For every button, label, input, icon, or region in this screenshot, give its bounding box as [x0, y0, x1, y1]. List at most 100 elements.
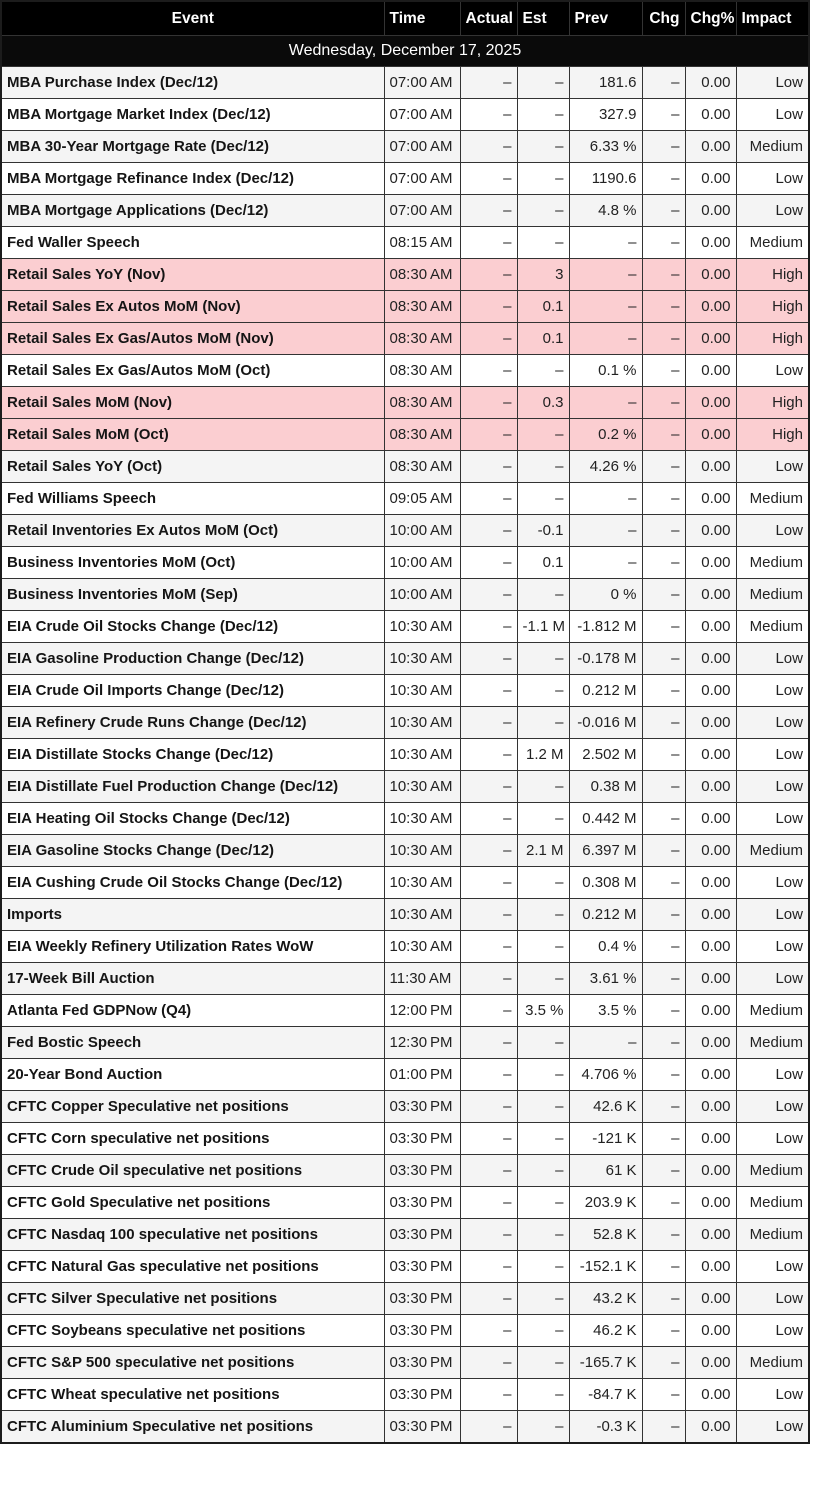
est-cell: 0.3 [516, 386, 570, 419]
actual-cell: – [459, 1314, 518, 1347]
chg-cell: – [641, 802, 686, 835]
est-cell: – [516, 1314, 570, 1347]
impact-cell: Medium [735, 1186, 810, 1219]
chg-pct-cell: 0.00 [684, 866, 737, 899]
prev-cell: -152.1 K [568, 1250, 643, 1283]
impact-cell: Low [735, 450, 810, 483]
chg-pct-cell: 0.00 [684, 1026, 737, 1059]
event-cell: MBA 30-Year Mortgage Rate (Dec/12) [0, 130, 385, 163]
impact-cell: Medium [735, 578, 810, 611]
est-cell: – [516, 226, 570, 259]
chg-pct-cell: 0.00 [684, 322, 737, 355]
prev-cell: 181.6 [568, 66, 643, 99]
chg-cell: – [641, 1058, 686, 1091]
actual-cell: – [459, 706, 518, 739]
prev-cell: 3.61 % [568, 962, 643, 995]
prev-cell: 3.5 % [568, 994, 643, 1027]
table-row: EIA Heating Oil Stocks Change (Dec/12) 1… [0, 802, 810, 835]
actual-cell: – [459, 130, 518, 163]
impact-cell: High [735, 322, 810, 355]
prev-cell: 6.33 % [568, 130, 643, 163]
event-cell: MBA Purchase Index (Dec/12) [0, 66, 385, 99]
time-cell: 07:00 AM [383, 66, 461, 99]
prev-cell: -84.7 K [568, 1378, 643, 1411]
chg-cell: – [641, 578, 686, 611]
chg-cell: – [641, 98, 686, 131]
table-row: CFTC Copper Speculative net positions 03… [0, 1090, 810, 1123]
prev-cell: -165.7 K [568, 1346, 643, 1379]
actual-cell: – [459, 482, 518, 515]
table-row: EIA Gasoline Stocks Change (Dec/12) 10:3… [0, 834, 810, 867]
time-cell: 01:00 PM [383, 1058, 461, 1091]
chg-pct-cell: 0.00 [684, 1186, 737, 1219]
impact-cell: Low [735, 898, 810, 931]
chg-cell: – [641, 898, 686, 931]
time-cell: 08:30 AM [383, 290, 461, 323]
chg-pct-cell: 0.00 [684, 1346, 737, 1379]
chg-cell: – [641, 1154, 686, 1187]
event-cell: EIA Crude Oil Imports Change (Dec/12) [0, 674, 385, 707]
table-row: Retail Sales YoY (Nov) 08:30 AM – 3 – – … [0, 258, 810, 291]
impact-cell: Medium [735, 1346, 810, 1379]
chg-cell: – [641, 1250, 686, 1283]
table-row: EIA Distillate Fuel Production Change (D… [0, 770, 810, 803]
event-cell: Fed Waller Speech [0, 226, 385, 259]
impact-cell: High [735, 290, 810, 323]
event-cell: EIA Weekly Refinery Utilization Rates Wo… [0, 930, 385, 963]
est-cell: – [516, 162, 570, 195]
est-cell: – [516, 706, 570, 739]
column-header-est: Est [516, 0, 570, 36]
impact-cell: Low [735, 642, 810, 675]
impact-cell: Low [735, 802, 810, 835]
event-cell: Retail Sales Ex Gas/Autos MoM (Oct) [0, 354, 385, 387]
chg-cell: – [641, 930, 686, 963]
table-row: MBA 30-Year Mortgage Rate (Dec/12) 07:00… [0, 130, 810, 163]
time-cell: 08:30 AM [383, 354, 461, 387]
prev-cell: 0.212 M [568, 898, 643, 931]
prev-cell: 0.2 % [568, 418, 643, 451]
est-cell: – [516, 962, 570, 995]
prev-cell: 1190.6 [568, 162, 643, 195]
table-row: Retail Inventories Ex Autos MoM (Oct) 10… [0, 514, 810, 547]
chg-cell: – [641, 1090, 686, 1123]
time-cell: 08:30 AM [383, 322, 461, 355]
chg-cell: – [641, 1282, 686, 1315]
impact-cell: Low [735, 514, 810, 547]
table-row: EIA Refinery Crude Runs Change (Dec/12) … [0, 706, 810, 739]
chg-cell: – [641, 162, 686, 195]
chg-cell: – [641, 322, 686, 355]
prev-cell: 2.502 M [568, 738, 643, 771]
est-cell: – [516, 418, 570, 451]
actual-cell: – [459, 802, 518, 835]
actual-cell: – [459, 610, 518, 643]
chg-pct-cell: 0.00 [684, 962, 737, 995]
chg-pct-cell: 0.00 [684, 226, 737, 259]
table-row: MBA Mortgage Market Index (Dec/12) 07:00… [0, 98, 810, 131]
time-cell: 07:00 AM [383, 130, 461, 163]
actual-cell: – [459, 1186, 518, 1219]
chg-pct-cell: 0.00 [684, 66, 737, 99]
chg-pct-cell: 0.00 [684, 482, 737, 515]
actual-cell: – [459, 1090, 518, 1123]
est-cell: – [516, 770, 570, 803]
table-row: CFTC Crude Oil speculative net positions… [0, 1154, 810, 1187]
actual-cell: – [459, 546, 518, 579]
chg-cell: – [641, 418, 686, 451]
actual-cell: – [459, 1026, 518, 1059]
est-cell: 1.2 M [516, 738, 570, 771]
chg-cell: – [641, 770, 686, 803]
event-cell: MBA Mortgage Applications (Dec/12) [0, 194, 385, 227]
column-header-row: Event Time Actual Est Prev Chg Chg% Impa… [0, 0, 810, 36]
chg-cell: – [641, 642, 686, 675]
est-cell: – [516, 1090, 570, 1123]
prev-cell: – [568, 322, 643, 355]
actual-cell: – [459, 66, 518, 99]
actual-cell: – [459, 930, 518, 963]
economic-calendar-table: Event Time Actual Est Prev Chg Chg% Impa… [0, 0, 810, 1444]
chg-cell: – [641, 1122, 686, 1155]
table-row: EIA Crude Oil Imports Change (Dec/12) 10… [0, 674, 810, 707]
time-cell: 10:00 AM [383, 514, 461, 547]
time-cell: 03:30 PM [383, 1250, 461, 1283]
actual-cell: – [459, 226, 518, 259]
table-row: CFTC S&P 500 speculative net positions 0… [0, 1346, 810, 1379]
